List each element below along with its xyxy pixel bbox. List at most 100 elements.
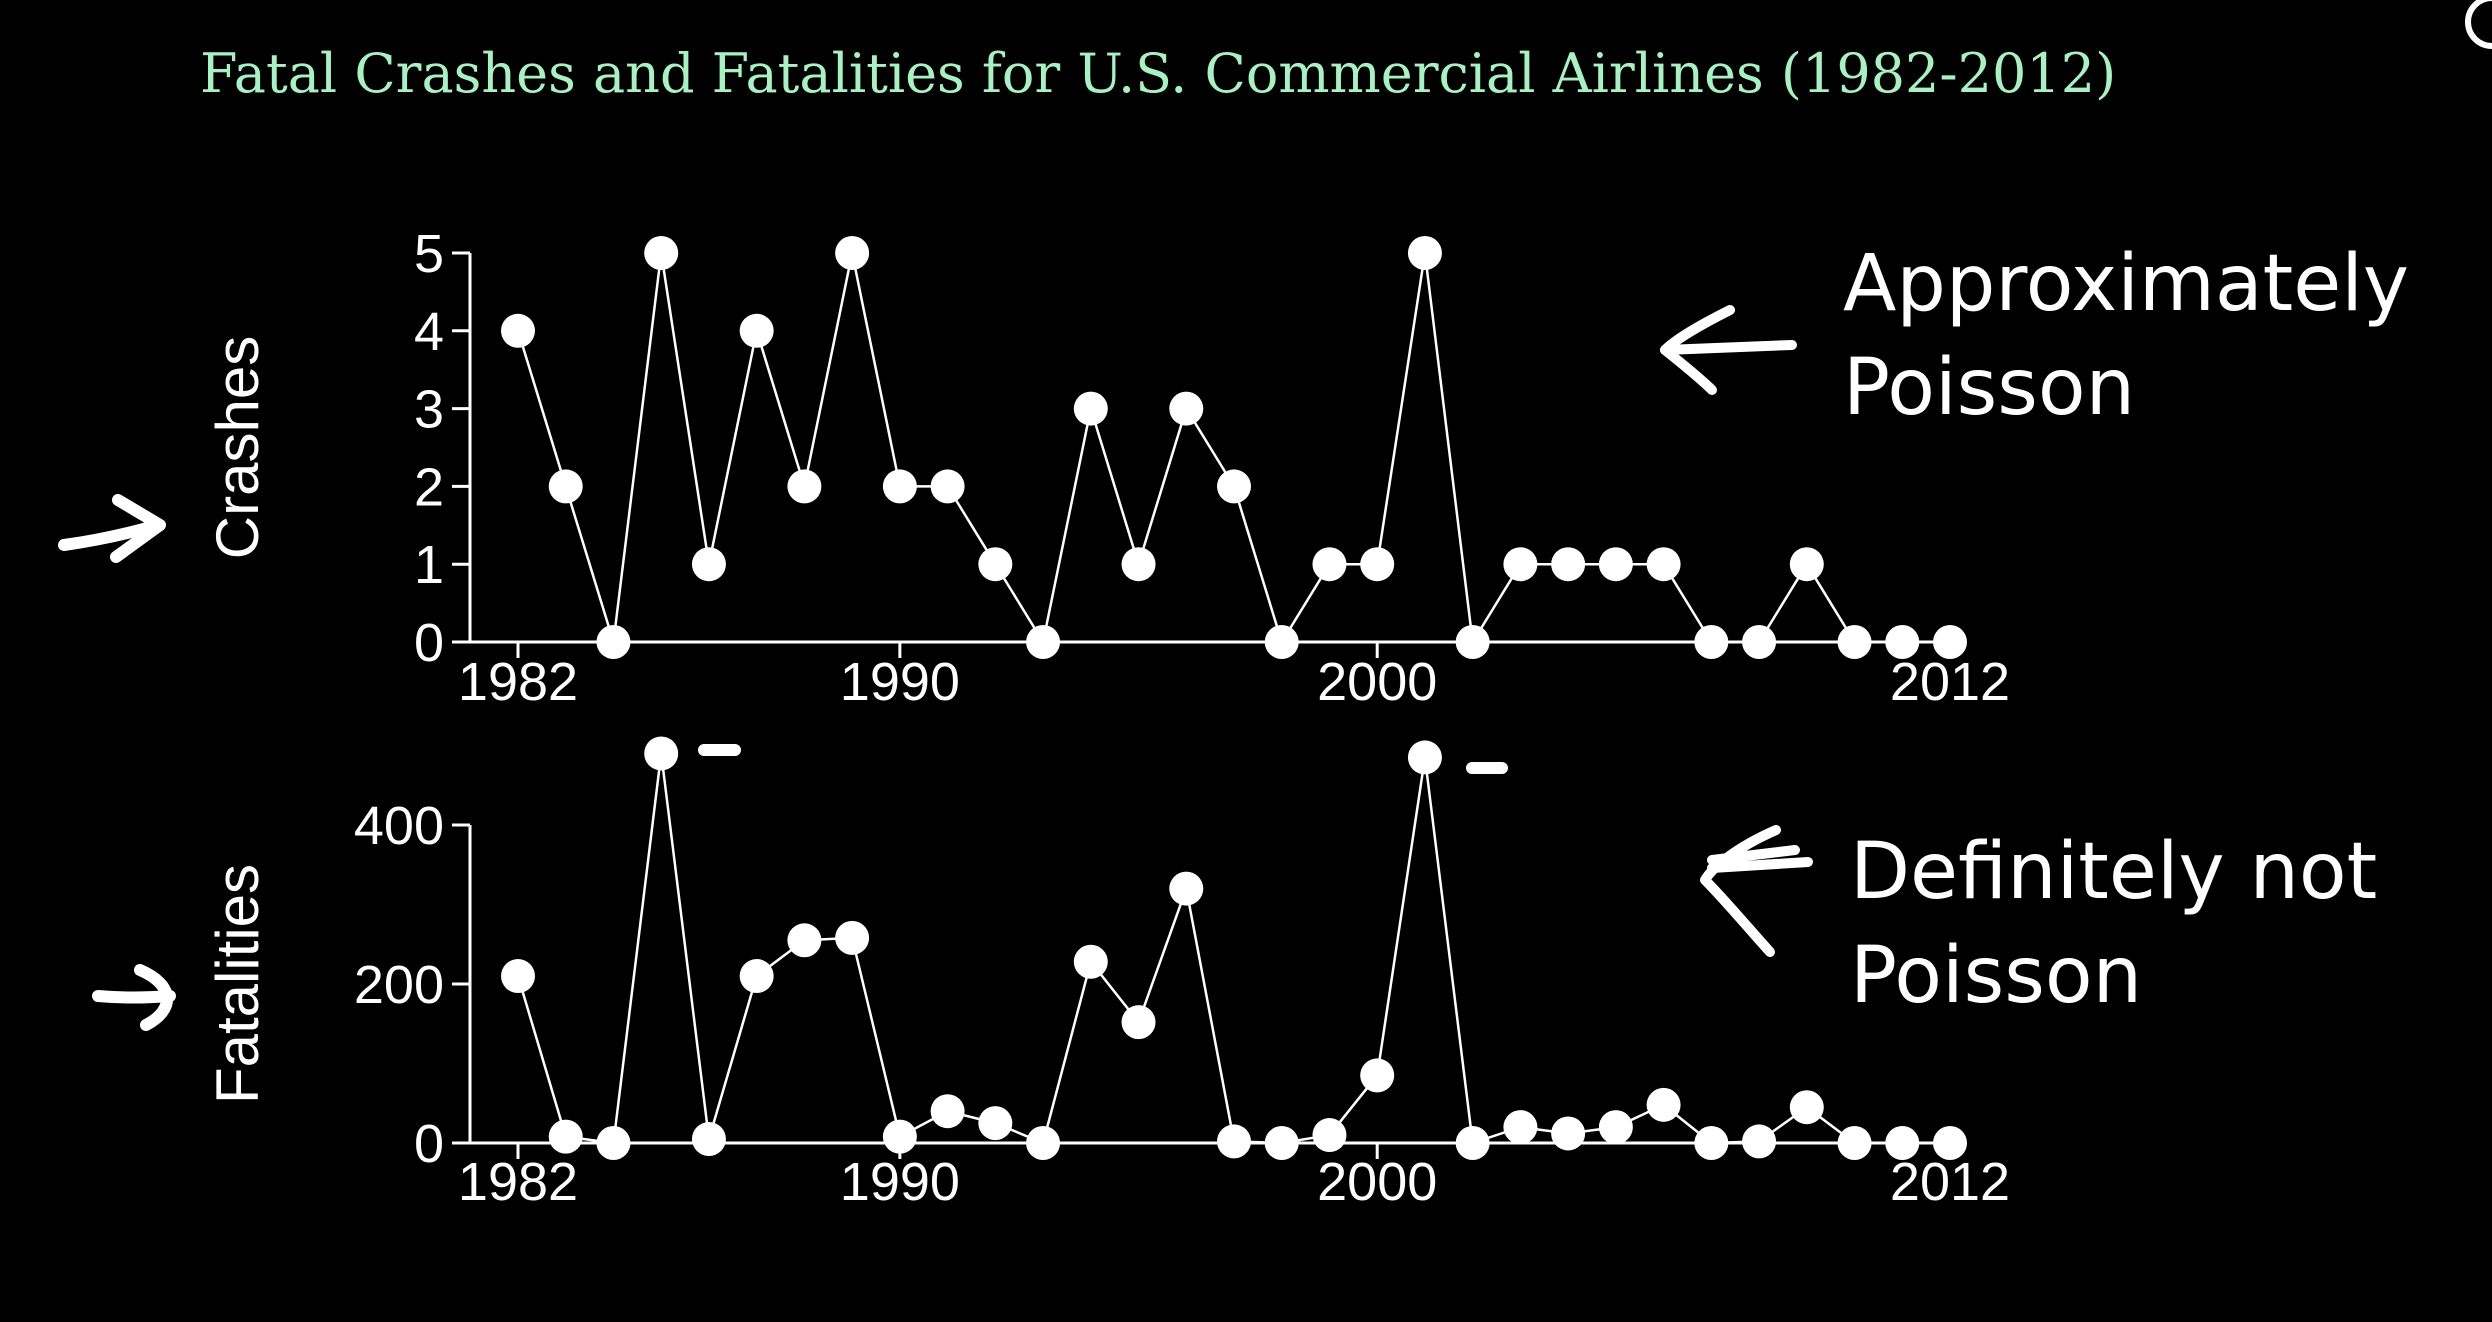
y-tick-label: 4 xyxy=(414,302,444,362)
x-tick-label: 1982 xyxy=(458,1152,578,1212)
data-point xyxy=(1837,1126,1872,1160)
data-point xyxy=(787,923,822,958)
data-point xyxy=(930,469,965,504)
fatalities-chart: 0 200 400 1982 1990 2000 2012 Fatalities xyxy=(204,736,2010,1212)
data-point xyxy=(1169,871,1204,906)
data-point xyxy=(978,1106,1013,1141)
y-axis-label: Fatalities xyxy=(204,864,271,1104)
series-line xyxy=(516,753,1950,1145)
crashes-annotation: Approximately Poisson xyxy=(1843,232,2409,440)
y-tick-label: 0 xyxy=(414,1114,444,1174)
data-point xyxy=(1885,1126,1920,1160)
data-point xyxy=(1073,391,1108,426)
data-point xyxy=(882,1119,917,1154)
y-tick-label: 400 xyxy=(354,796,444,856)
data-point xyxy=(644,736,679,771)
data-point xyxy=(548,469,583,504)
data-point xyxy=(1933,625,1967,659)
data-point xyxy=(1694,625,1729,659)
data-point xyxy=(1360,1058,1395,1093)
data-point xyxy=(1742,625,1777,659)
x-tick-label: 2000 xyxy=(1317,1152,1437,1212)
data-point xyxy=(1121,1005,1156,1040)
data-point xyxy=(1551,547,1586,582)
data-point xyxy=(644,236,679,270)
data-point xyxy=(1503,1110,1538,1145)
crashes-annotation-line: Poisson xyxy=(1843,343,2136,433)
y-tick-label: 3 xyxy=(414,380,444,440)
data-point xyxy=(739,959,774,994)
data-point xyxy=(739,313,774,348)
data-point xyxy=(1217,1124,1251,1159)
series-line xyxy=(516,252,1950,646)
data-point xyxy=(1933,1126,1967,1160)
data-point xyxy=(501,959,535,994)
data-point xyxy=(1742,1124,1777,1159)
data-point xyxy=(596,1126,631,1160)
fatalities-annotation-line: Definitely not xyxy=(1850,827,2378,917)
y-axis-label: Crashes xyxy=(204,336,271,559)
y-tick-label: 0 xyxy=(414,613,444,673)
data-point xyxy=(691,1122,726,1157)
data-point xyxy=(501,313,535,348)
data-point xyxy=(787,469,822,504)
data-point xyxy=(1694,1126,1729,1160)
x-tick-label: 1982 xyxy=(458,652,578,712)
chart-title: Fatal Crashes and Fatalities for U.S. Co… xyxy=(200,42,2117,105)
data-point xyxy=(1455,625,1490,659)
data-point xyxy=(1503,547,1538,582)
data-point xyxy=(1073,944,1108,979)
data-point xyxy=(1598,547,1633,582)
fatalities-annotation: Definitely not Poisson xyxy=(1850,820,2377,1028)
data-point xyxy=(548,1119,583,1154)
data-point xyxy=(930,1094,965,1129)
data-point xyxy=(1360,547,1395,582)
data-point xyxy=(882,469,917,504)
data-point xyxy=(1646,1087,1681,1122)
data-point xyxy=(1121,547,1156,582)
data-point xyxy=(1264,625,1299,659)
x-tick-label: 2012 xyxy=(1890,652,2010,712)
data-point xyxy=(1169,391,1204,426)
fatalities-pointer-icon xyxy=(92,964,176,1031)
data-point xyxy=(691,547,726,582)
data-point xyxy=(596,625,631,659)
data-point xyxy=(1598,1110,1633,1145)
data-point xyxy=(1407,236,1442,270)
crashes-chart: 0 1 2 3 4 5 1982 1990 2000 2012 Crashes xyxy=(204,224,2010,712)
data-point xyxy=(1312,1118,1347,1153)
data-point xyxy=(1407,740,1442,775)
y-tick-label: 5 xyxy=(414,224,444,284)
data-point xyxy=(1646,547,1681,582)
data-point xyxy=(1026,1126,1061,1160)
data-point xyxy=(1551,1116,1586,1151)
data-point xyxy=(1789,547,1824,582)
data-point xyxy=(1885,625,1920,659)
data-point xyxy=(1837,625,1872,659)
data-point xyxy=(1455,1126,1490,1160)
left-arrow-icon xyxy=(1700,825,1813,957)
x-tick-label: 2012 xyxy=(1890,1152,2010,1212)
x-tick-label: 1990 xyxy=(840,652,960,712)
x-tick-label: 2000 xyxy=(1317,652,1437,712)
y-tick-label: 2 xyxy=(414,457,444,517)
data-point xyxy=(1217,469,1251,504)
left-arrow-icon xyxy=(1660,305,1797,395)
data-point xyxy=(1312,547,1347,582)
data-point xyxy=(1264,1126,1299,1160)
data-point xyxy=(835,236,870,270)
x-tick-label: 1990 xyxy=(840,1152,960,1212)
corner-icon xyxy=(2465,0,2492,49)
crashes-pointer-icon xyxy=(58,494,166,563)
data-point xyxy=(1789,1090,1824,1125)
data-point xyxy=(1026,625,1061,659)
fatalities-annotation-line: Poisson xyxy=(1850,931,2143,1021)
crashes-annotation-line: Approximately xyxy=(1843,239,2410,329)
data-point xyxy=(835,920,870,955)
dash-mark-icon xyxy=(698,744,1508,774)
data-point xyxy=(978,547,1013,582)
y-tick-label: 200 xyxy=(354,955,444,1015)
y-tick-label: 1 xyxy=(414,535,444,595)
